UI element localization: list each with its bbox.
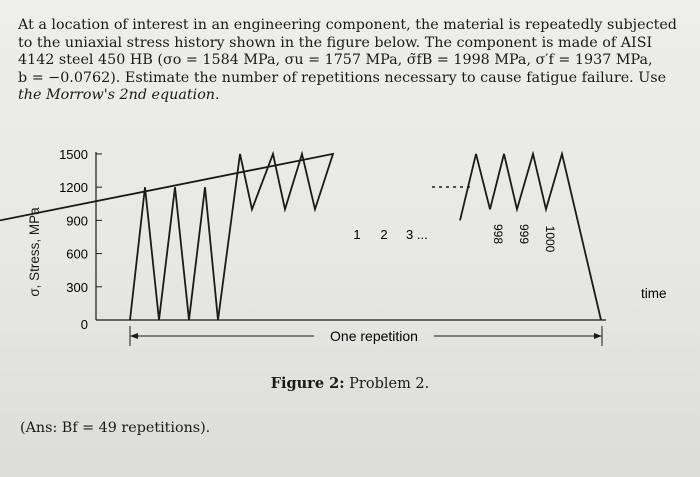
cycle-label-998: 998: [491, 224, 505, 244]
repetition-arrowhead-left: [130, 333, 138, 339]
figure-caption-label: Figure 2:: [270, 375, 345, 392]
y-tick-label: 1500: [59, 147, 88, 162]
problem-line-4: b = −0.0762). Estimate the number of rep…: [18, 69, 667, 86]
y-tick-label: 1200: [59, 180, 88, 195]
stress-history-chart: σ, Stress, MPa 0 300 600 900 1200 1500 1 2 3 …: [0, 147, 667, 346]
y-tick-label: 900: [66, 213, 88, 228]
y-tick-label: 0: [81, 317, 88, 332]
y-ticks: 0 300 600 900 1200 1500: [59, 147, 102, 332]
problem-line-2: to the uniaxial stress history shown in …: [18, 34, 653, 51]
cycle-label-3: 3 ...: [406, 227, 428, 242]
figure-caption: Figure 2: Problem 2.: [0, 375, 700, 392]
answer: (Ans: Bf = 49 repetitions).: [20, 420, 210, 436]
figure-caption-text: Problem 2.: [349, 376, 430, 392]
problem-line-1: At a location of interest in an engineer…: [18, 17, 677, 33]
y-tick-label: 300: [66, 280, 88, 295]
stress-series-line-1: [129, 187, 219, 321]
y-tick-label: 600: [66, 247, 88, 262]
problem-statement: At a location of interest in an engineer…: [18, 17, 686, 105]
stress-series-line-2: [0, 150, 335, 321]
cycle-label-2: 2: [380, 227, 387, 242]
stress-series-line-3: [459, 150, 602, 321]
repetition-label: One repetition: [330, 328, 418, 344]
repetition-arrowhead-right: [594, 333, 602, 339]
cycle-label-1000: 1000: [543, 226, 557, 253]
stress-history-lines: [0, 150, 602, 321]
cycle-label-1: 1: [353, 227, 360, 242]
problem-line-5: the Morrow's 2nd equation.: [18, 87, 220, 104]
y-axis-label: σ, Stress, MPa: [27, 207, 42, 297]
problem-line-3: 4142 steel 450 HB (σo = 1584 MPa, σu = 1…: [18, 52, 653, 69]
x-axis-label: time: [641, 286, 667, 301]
stress-history-figure: σ, Stress, MPa 0 300 600 900 1200 1500 1 2 3 …: [0, 140, 700, 380]
answer-text: (Ans: Bf = 49 repetitions).: [20, 420, 211, 436]
cycle-label-999: 999: [517, 224, 531, 244]
